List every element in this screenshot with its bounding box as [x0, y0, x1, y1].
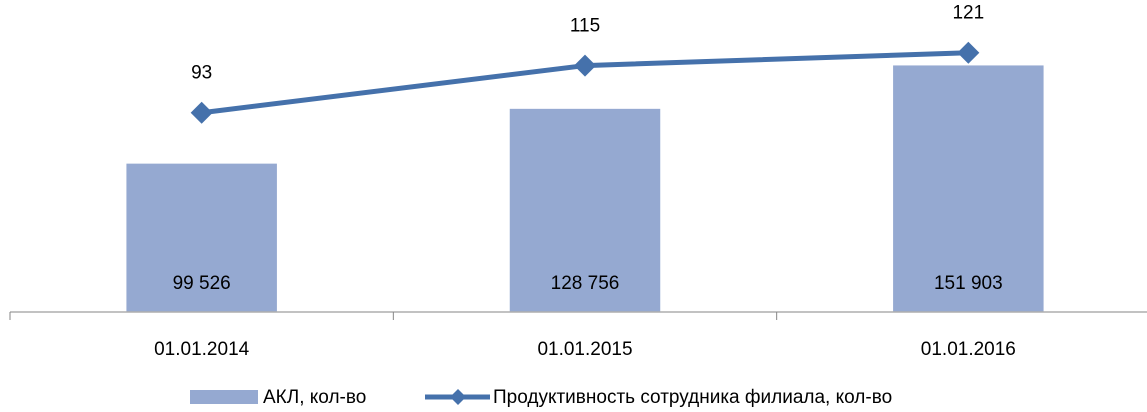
bar-value-label: 99 526	[173, 273, 231, 294]
bar	[124, 162, 279, 313]
x-tick-label: 01.01.2016	[921, 339, 1016, 360]
line-value-label: 115	[570, 16, 600, 37]
bar	[508, 107, 662, 313]
bar	[891, 63, 1046, 313]
legend-marker	[450, 389, 466, 405]
bar-value-label: 128 756	[551, 273, 620, 294]
line-value-label: 121	[952, 3, 984, 24]
bar-value-label: 151 903	[934, 273, 1003, 294]
legend-label: Продуктивность сотрудника филиала, кол-в…	[493, 387, 892, 408]
legend-label: АКЛ, кол-во	[263, 387, 366, 408]
line-marker	[957, 41, 980, 64]
x-tick-label: 01.01.2015	[537, 339, 632, 360]
line-marker	[190, 101, 213, 124]
line-marker	[574, 54, 596, 77]
x-tick-label: 01.01.2014	[154, 339, 250, 360]
legend-swatch	[190, 390, 258, 404]
line-value-label: 93	[191, 63, 212, 84]
